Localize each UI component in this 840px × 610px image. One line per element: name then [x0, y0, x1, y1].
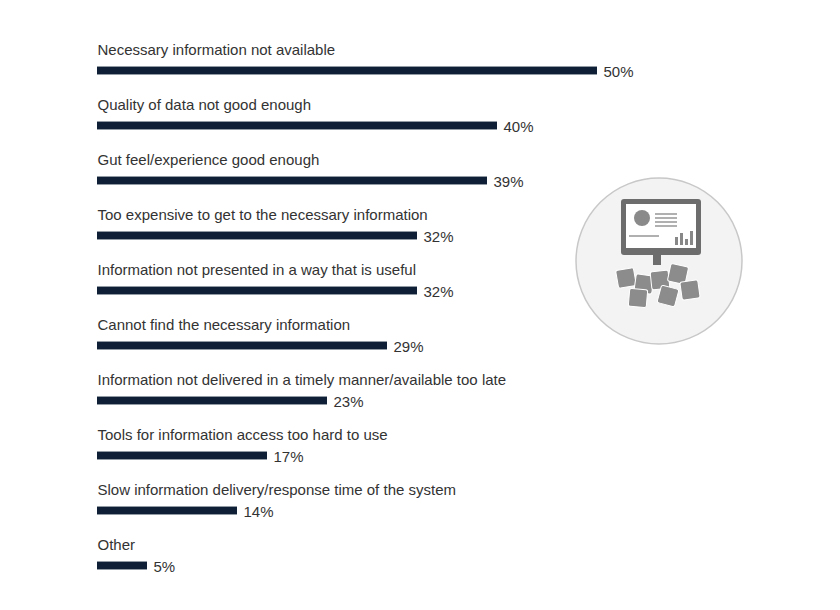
svg-text:32%: 32%	[424, 283, 454, 300]
svg-text:39%: 39%	[494, 173, 524, 190]
svg-text:Slow information delivery/resp: Slow information delivery/response time …	[98, 481, 456, 498]
svg-text:32%: 32%	[424, 228, 454, 245]
svg-text:29%: 29%	[394, 338, 424, 355]
svg-text:23%: 23%	[334, 393, 364, 410]
svg-text:Necessary information not avai: Necessary information not available	[98, 41, 336, 58]
svg-text:50%: 50%	[604, 63, 634, 80]
svg-text:Information not delivered in a: Information not delivered in a timely ma…	[98, 371, 507, 388]
svg-text:14%: 14%	[244, 503, 274, 520]
svg-text:5%: 5%	[154, 558, 176, 575]
svg-text:Quality of data not good enoug: Quality of data not good enough	[98, 96, 312, 113]
svg-text:Information not presented in a: Information not presented in a way that …	[98, 261, 417, 278]
svg-text:Too expensive to get to the ne: Too expensive to get to the necessary in…	[98, 206, 428, 223]
svg-text:17%: 17%	[274, 448, 304, 465]
svg-text:Other: Other	[98, 536, 136, 553]
svg-text:Gut feel/experience good enoug: Gut feel/experience good enough	[98, 151, 320, 168]
svg-text:Cannot find the necessary info: Cannot find the necessary information	[98, 316, 351, 333]
svg-text:Tools for information access t: Tools for information access too hard to…	[98, 426, 388, 443]
svg-text:40%: 40%	[504, 118, 534, 135]
